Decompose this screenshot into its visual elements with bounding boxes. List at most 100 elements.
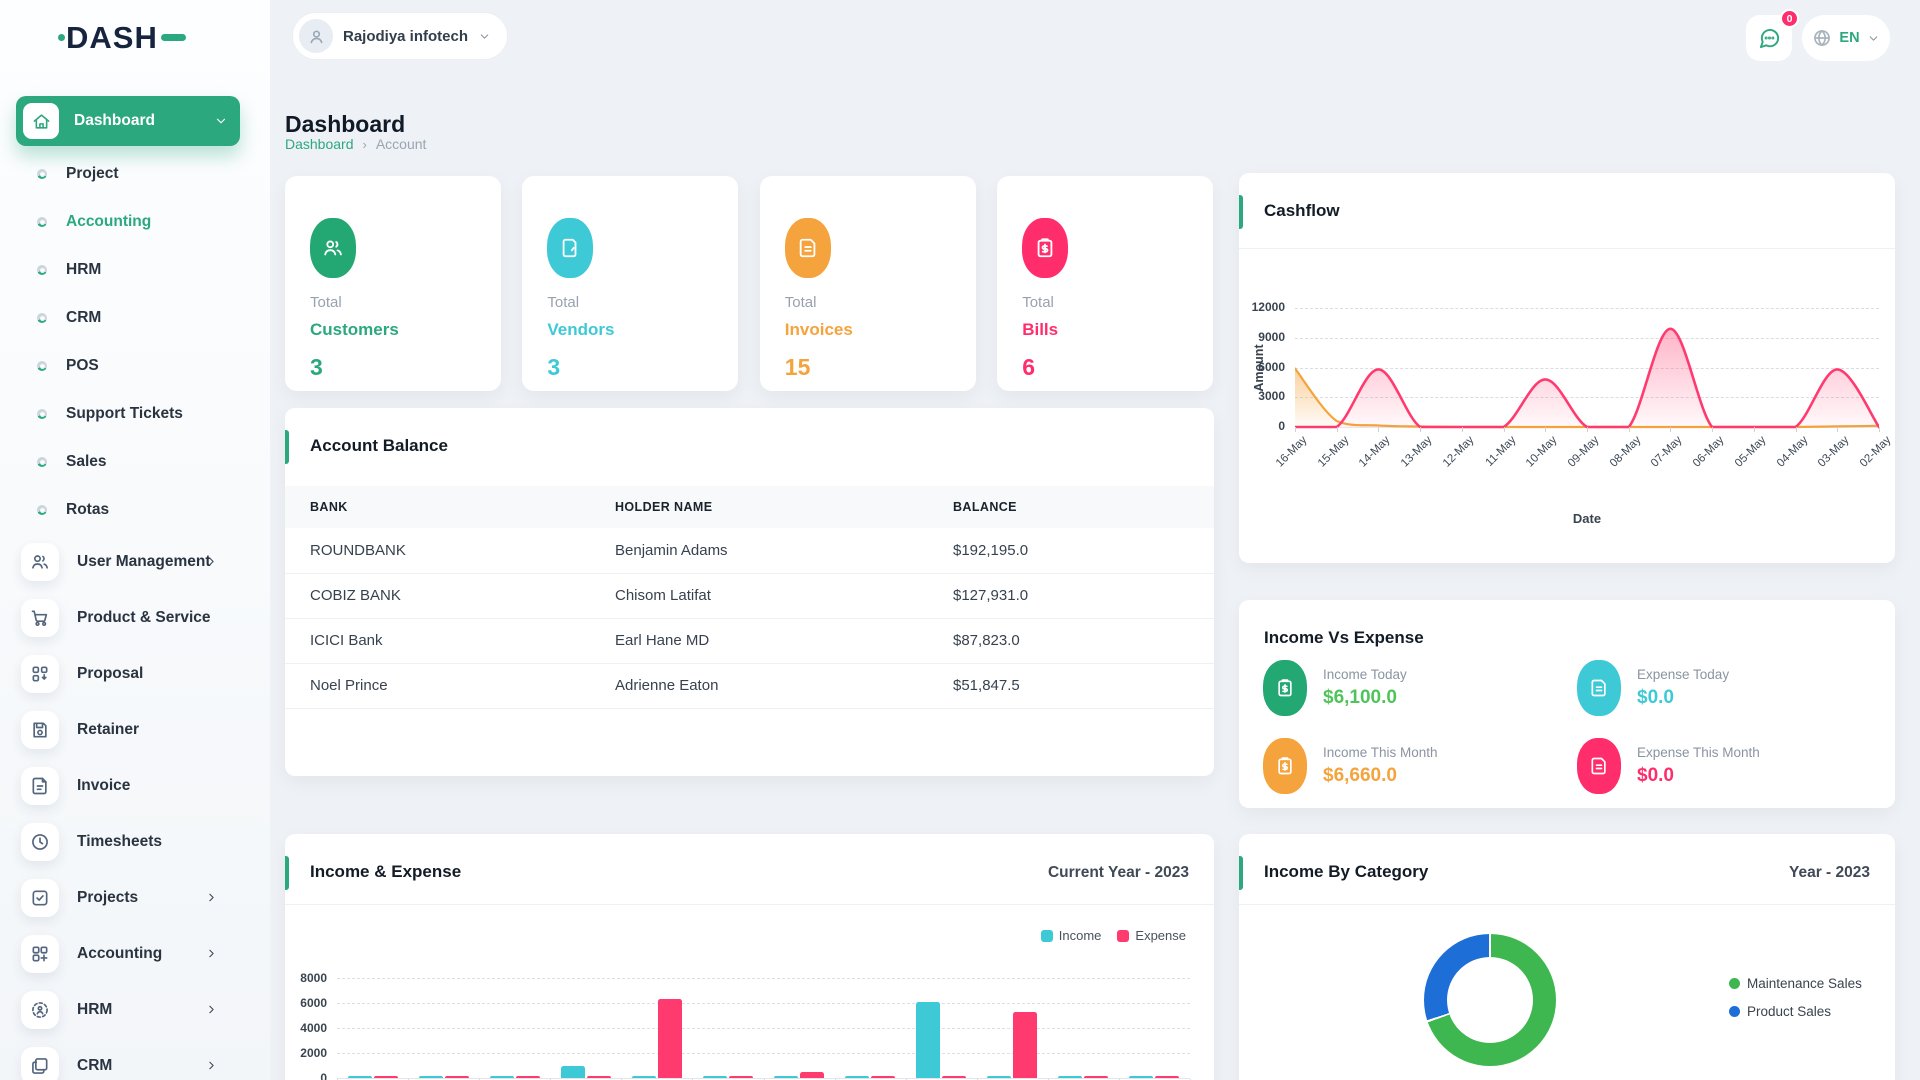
sidebar-item-label: Product & Service — [77, 609, 211, 626]
sidebar-item-retainer[interactable]: Retainer — [0, 702, 270, 758]
y-tick-label: 8000 — [300, 971, 327, 985]
clipboard-dollar-icon — [1278, 679, 1292, 697]
file-lines-icon — [1591, 679, 1606, 697]
table-cell: Chisom Latifat — [615, 587, 711, 604]
grid-plus-icon — [32, 946, 48, 962]
sidebar-subitem-rotas[interactable]: Rotas — [0, 486, 270, 534]
table-cell: $127,931.0 — [953, 587, 1029, 604]
chevron-right-icon — [205, 891, 218, 904]
legend-swatch — [1040, 929, 1053, 942]
metric-label: Expense Today — [1637, 667, 1730, 682]
income-vs-expense-panel: Income Vs Expense Income Today $6,100.0 … — [1239, 600, 1895, 808]
sidebar-item-label: Timesheets — [77, 833, 163, 850]
stat-label: Vendors — [547, 320, 615, 339]
sidebar-subitem-pos[interactable]: POS — [0, 342, 270, 390]
metric-label: Income Today — [1323, 667, 1407, 682]
sidebar-item-accounting[interactable]: Accounting — [0, 926, 270, 982]
table-row: ROUNDBANK Benjamin Adams $192,195.0 — [285, 528, 1214, 574]
app-logo[interactable]: DASH — [58, 20, 186, 56]
chevron-right-icon — [209, 1061, 214, 1070]
chat-icon — [1759, 28, 1779, 48]
chevron-down-icon — [214, 114, 228, 128]
cashflow-panel: Cashflow Amount Date 12000 9000 6000 3000 0 … — [1239, 173, 1895, 563]
bar-income — [347, 1075, 372, 1078]
language-selector[interactable]: EN — [1802, 15, 1890, 61]
y-tick-label: 0 — [1278, 419, 1285, 433]
sidebar-subitem-hrm[interactable]: HRM — [0, 246, 270, 294]
sidebar-item-user-management[interactable]: User Management — [0, 534, 270, 590]
bar-income — [845, 1076, 870, 1078]
metric-label: Expense This Month — [1637, 745, 1760, 760]
sidebar-item-label: User Management — [77, 553, 211, 570]
chevron-right-icon — [209, 949, 214, 958]
notification-badge: 0 — [1780, 9, 1799, 28]
sidebar-item-dashboard[interactable]: Dashboard — [16, 96, 240, 146]
legend-label: Expense — [1135, 928, 1186, 943]
sidebar-subitem-support-tickets[interactable]: Support Tickets — [0, 390, 270, 438]
gridline — [337, 1003, 1190, 1004]
frames-icon — [21, 1047, 59, 1080]
check-square-icon — [32, 890, 48, 906]
donut-chart — [1424, 934, 1556, 1066]
x-tick — [1545, 427, 1547, 432]
sidebar-subitem-label: POS — [66, 357, 99, 374]
file-lines-icon — [1591, 757, 1606, 775]
metric-value: $6,100.0 — [1323, 687, 1397, 708]
sidebar-subitem-label: Rotas — [66, 501, 110, 518]
legend-item: Income — [1040, 928, 1101, 943]
language-label: EN — [1839, 30, 1860, 46]
chevron-down-icon — [216, 118, 226, 124]
sidebar-subitem-accounting[interactable]: Accounting — [0, 198, 270, 246]
bar-expense — [444, 1076, 469, 1078]
sidebar-item-timesheets[interactable]: Timesheets — [0, 814, 270, 870]
messages-button[interactable]: 0 — [1746, 9, 1799, 61]
bullet-icon — [37, 457, 47, 467]
sidebar-item-invoice[interactable]: Invoice — [0, 758, 270, 814]
accent-bar — [285, 856, 289, 890]
legend-label: Product Sales — [1747, 1004, 1832, 1019]
cart-icon — [31, 610, 48, 626]
bar-expense — [1084, 1076, 1109, 1078]
stat-card-invoices: Total Invoices 15 — [759, 176, 976, 391]
x-tick — [1420, 427, 1422, 432]
bar-expense — [657, 999, 682, 1078]
sidebar-item-proposal[interactable]: Proposal — [0, 646, 270, 702]
clipboard-dollar-icon — [1263, 660, 1307, 716]
bullet-icon — [37, 169, 47, 179]
file-lines-icon — [784, 218, 831, 278]
stat-card-vendors: Total Vendors 3 — [522, 176, 739, 391]
stat-value: 3 — [547, 354, 561, 380]
clipboard-dollar-icon — [1037, 238, 1053, 258]
bar-expense — [1013, 1011, 1038, 1078]
metric-value: $0.0 — [1637, 765, 1674, 786]
x-tick — [1628, 427, 1630, 432]
x-axis-title: Date — [1572, 511, 1602, 526]
stat-caption: Total — [1022, 294, 1054, 311]
x-tick — [1712, 427, 1714, 432]
sidebar-item-hrm[interactable]: HRM — [0, 982, 270, 1038]
sidebar-subitem-project[interactable]: Project — [0, 150, 270, 198]
proposal-icon — [32, 666, 48, 682]
logo-dash — [160, 34, 186, 41]
file-tab-icon — [547, 218, 594, 278]
legend-label: Maintenance Sales — [1747, 976, 1862, 991]
logo-text: DASH — [66, 20, 158, 55]
sidebar-subitem-crm[interactable]: CRM — [0, 294, 270, 342]
x-tick-label: 14-May — [1357, 434, 1393, 470]
y-tick-label: 9000 — [1258, 329, 1285, 344]
sidebar-item-crm[interactable]: CRM — [0, 1038, 270, 1080]
breadcrumb-link-dashboard[interactable]: Dashboard — [285, 136, 354, 152]
sidebar-item-projects[interactable]: Projects — [0, 870, 270, 926]
clock-icon — [32, 834, 48, 850]
sidebar-subitem-sales[interactable]: Sales — [0, 438, 270, 486]
panel-title: Account Balance — [310, 436, 448, 455]
grid-plus-icon — [21, 935, 59, 973]
sidebar-subitem-label: Project — [66, 165, 119, 182]
metric-expense-this-month: Expense This Month $0.0 — [1577, 738, 1877, 802]
sidebar-subitem-label: Support Tickets — [66, 405, 183, 422]
metric-expense-today: Expense Today $0.0 — [1577, 660, 1877, 724]
gridline — [1295, 337, 1879, 339]
sidebar-item-product-service[interactable]: Product & Service — [0, 590, 270, 646]
company-dropdown[interactable]: Rajodiya infotech — [292, 12, 509, 60]
